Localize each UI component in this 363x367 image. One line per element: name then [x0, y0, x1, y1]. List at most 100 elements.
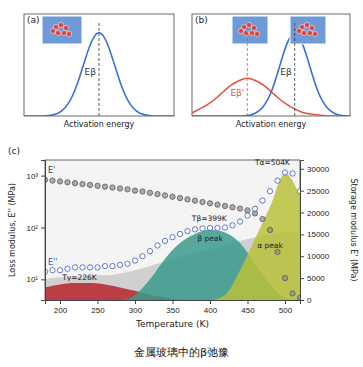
area-series: [45, 173, 300, 300]
data-point: [102, 263, 107, 268]
panel: Eβ'Eβ(b)Activation energy: [192, 14, 350, 129]
tick-mark: [300, 191, 304, 192]
tick: 10²: [26, 224, 45, 233]
data-point: [147, 248, 152, 253]
tick-mark: [300, 300, 304, 301]
data-point: [230, 205, 235, 210]
panel: Eβ(a)Activation energy: [24, 14, 174, 129]
tick-label: 25000: [307, 187, 330, 196]
tick-mark: [300, 256, 304, 257]
data-point: [192, 227, 197, 232]
data-point: [230, 223, 235, 228]
annotation-line: [247, 22, 248, 116]
plot-frame: [192, 14, 350, 116]
inset-atom: [55, 30, 60, 35]
tick-label: 5000: [307, 274, 325, 283]
line-series: [192, 78, 350, 116]
data-point: [185, 229, 190, 234]
tick: 0: [300, 296, 312, 305]
axis: 10¹10²10³: [26, 161, 45, 301]
data-point: [125, 187, 130, 192]
tick: 300: [129, 300, 143, 315]
data-point: [132, 258, 137, 263]
inset-atom: [58, 22, 63, 27]
annotation-line: [99, 22, 100, 116]
tick-label: 10³: [26, 172, 38, 181]
tick-mark: [300, 278, 304, 279]
tick-mark: [210, 300, 211, 304]
data-point: [57, 179, 62, 184]
data-point: [252, 206, 257, 211]
series-label: E'': [48, 258, 57, 267]
data-point: [200, 199, 205, 204]
tick: 200: [54, 300, 68, 315]
tick-mark: [60, 300, 61, 304]
data-point: [267, 227, 272, 232]
x-axis-title: Temperature (K): [135, 319, 209, 329]
data-point: [162, 193, 167, 198]
data-point: [147, 190, 152, 195]
data-point: [177, 231, 182, 236]
data-point: [80, 265, 85, 270]
series-label: E': [48, 166, 55, 175]
data-point: [162, 238, 167, 243]
tick-label: 200: [54, 306, 68, 315]
x-axis-title: Activation energy: [64, 120, 135, 129]
figure: Eβ(a)Activation energyEβ'Eβ(b)Activation…: [0, 0, 363, 367]
axis: 0 5000 10000 15000 20000 25000 30000: [300, 161, 330, 306]
plot-frame: [24, 14, 174, 116]
plot-data: [45, 170, 300, 300]
data-point: [117, 262, 122, 267]
tick-label: 450: [241, 306, 255, 315]
data-point: [80, 181, 85, 186]
inset-atom: [243, 30, 248, 35]
annotation: Eβ: [280, 67, 292, 77]
annotation: Tγ=226K: [61, 273, 98, 282]
tick-label: 10²: [26, 224, 38, 233]
inset-background: [42, 16, 82, 44]
data-point: [222, 203, 227, 208]
tick: 450: [241, 300, 255, 315]
inset-atom: [50, 28, 55, 33]
tick-label: 0: [307, 296, 312, 305]
tick: 30000: [300, 165, 330, 174]
annotation: Tα=504K: [254, 158, 291, 167]
data-point: [275, 178, 280, 183]
annotation: Eβ: [85, 67, 97, 77]
data-point: [117, 186, 122, 191]
inset-atom: [66, 31, 71, 36]
tick-mark: [41, 227, 45, 228]
data-point: [170, 194, 175, 199]
tick-label: 20000: [307, 209, 330, 218]
tick-label: 350: [166, 306, 180, 315]
y2-axis-title: Storage modulus E' (MPa): [349, 179, 358, 282]
plot-data: [192, 33, 350, 116]
data-point: [65, 180, 70, 185]
y-axis-title: Loss modulus, E'' (MPa): [8, 183, 17, 277]
data-point: [245, 208, 250, 213]
data-point: [57, 268, 62, 273]
data-point: [290, 291, 295, 296]
annotation: Tβ=399K: [191, 214, 228, 223]
tick: 350: [166, 300, 180, 315]
tick-label: 500: [279, 306, 293, 315]
data-point: [65, 266, 70, 271]
inset-atom: [254, 31, 259, 36]
data-point: [290, 171, 295, 176]
axis-line: [41, 161, 46, 301]
inset-atom: [307, 30, 312, 35]
data-point: [297, 189, 300, 194]
inset-atom: [309, 25, 314, 30]
inset-background: [232, 16, 268, 44]
data-point: [50, 268, 55, 273]
tick: 400: [204, 300, 218, 315]
data-point: [267, 189, 272, 194]
inset-atom: [301, 30, 306, 35]
data-point: [110, 185, 115, 190]
data-point: [95, 265, 100, 270]
tick-mark: [98, 300, 99, 304]
data-point: [245, 213, 250, 218]
tick: 15000: [300, 230, 330, 239]
tick: 10000: [300, 252, 330, 261]
tick-label: 30000: [307, 165, 330, 174]
